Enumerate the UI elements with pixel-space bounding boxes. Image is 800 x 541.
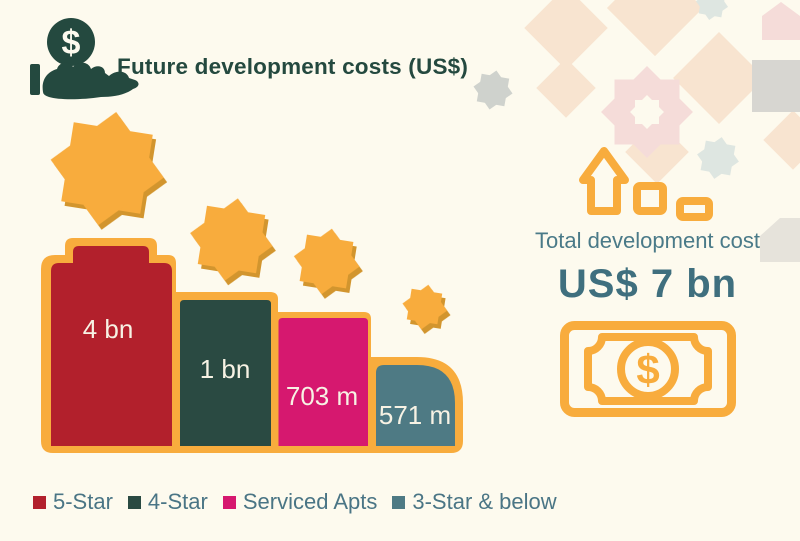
pattern-pink-pentagon bbox=[762, 2, 800, 40]
banknote-outer-border bbox=[559, 321, 736, 417]
bar-value-label-4-star: 1 bn bbox=[200, 354, 251, 384]
pattern-teal-star-top bbox=[695, 0, 729, 21]
background-geometric-pattern bbox=[473, 0, 800, 262]
legend-item-4-star: 4-Star bbox=[127, 489, 208, 515]
coin-circle bbox=[47, 18, 95, 66]
pattern-teal-star bbox=[697, 137, 739, 179]
small-rect-outline bbox=[676, 197, 713, 221]
banknote-dollar-glyph: $ bbox=[636, 346, 659, 393]
legend-item-5-star: 5-Star bbox=[33, 489, 113, 515]
legend-label-4-star: 4-Star bbox=[147, 489, 208, 514]
growth-arrow-icon bbox=[579, 147, 713, 221]
legend-item-3-star-below: 3-Star & below bbox=[392, 489, 557, 515]
banknote-inner-border bbox=[583, 333, 712, 405]
legend-item-serviced-apts: Serviced Apts bbox=[222, 489, 378, 515]
pattern-gray-square bbox=[752, 60, 800, 112]
bar-value-label-5-star: 4 bn bbox=[83, 314, 134, 344]
pattern-gray-star bbox=[473, 70, 513, 110]
banknote-icon: $ bbox=[559, 321, 736, 417]
bar-3-star-below bbox=[376, 365, 455, 446]
bar-value-label-3-star-below: 571 m bbox=[379, 400, 451, 430]
total-cost-value: US$ 7 bn bbox=[557, 262, 738, 306]
legend-swatch-serviced-apts bbox=[222, 495, 236, 509]
total-cost-section: Total development cost US$ 7 bn $ bbox=[500, 228, 795, 422]
medium-square-outline bbox=[633, 182, 667, 215]
legend-swatch-4-star bbox=[127, 495, 141, 509]
legend-swatch-5-star bbox=[33, 495, 46, 509]
coin-dollar-glyph: $ bbox=[62, 24, 81, 62]
chart-legend: 5-Star 4-Star Serviced Apts 3-Star & bel… bbox=[33, 489, 557, 515]
bar-4-star bbox=[180, 300, 271, 446]
legend-label-3-star-below: 3-Star & below bbox=[412, 489, 557, 514]
pattern-light-pentagon bbox=[760, 218, 800, 262]
page-title: Future development costs (US$) bbox=[117, 54, 469, 79]
legend-swatch-3-star-below bbox=[392, 495, 406, 509]
bar-value-label-serviced-apts: 703 m bbox=[286, 381, 358, 411]
hand-sleeve bbox=[30, 64, 40, 95]
pattern-pink-star-core bbox=[630, 95, 664, 129]
bar-5-star bbox=[51, 246, 172, 446]
arrow-up-outline bbox=[579, 147, 629, 215]
hand-shape bbox=[42, 62, 139, 100]
legend-label-5-star: 5-Star bbox=[53, 489, 113, 514]
hand-coin-icon: $ bbox=[30, 18, 139, 100]
legend-label-serviced-apts: Serviced Apts bbox=[242, 489, 378, 514]
banknote-circle bbox=[616, 338, 679, 400]
bar-serviced-apts bbox=[278, 318, 368, 446]
total-cost-label: Total development cost bbox=[534, 228, 761, 253]
